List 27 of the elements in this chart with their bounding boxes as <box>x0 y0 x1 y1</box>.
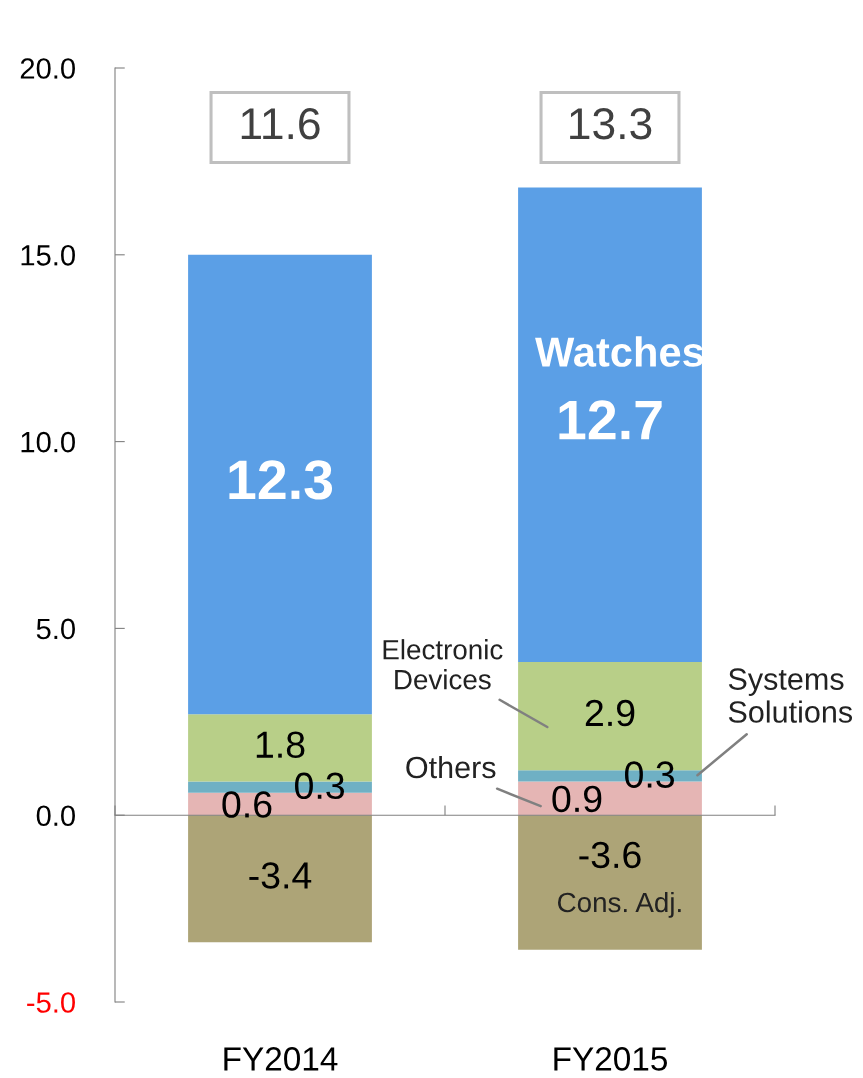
series-label: Electronic Devices <box>383 639 503 690</box>
data-label: 0.3 <box>625 761 675 788</box>
data-label: 1.8 <box>256 731 305 759</box>
total-label: 11.6 <box>241 108 320 140</box>
y-tick-label: -5.0 <box>27 992 75 1013</box>
total-label: 13.3 <box>570 108 652 140</box>
series-label: Watches <box>535 336 704 367</box>
data-label: -3.4 <box>249 862 312 889</box>
data-label: 0.9 <box>552 785 602 813</box>
y-tick-label: 15.0 <box>21 245 75 266</box>
series-label: Cons. Adj. <box>558 891 681 918</box>
x-tick-label: FY2014 <box>224 1047 338 1071</box>
bar <box>518 187 702 663</box>
y-tick-label: 20.0 <box>20 58 75 79</box>
data-label: 2.9 <box>585 699 635 727</box>
data-label: 0.6 <box>222 791 272 818</box>
data-label: -3.6 <box>579 841 641 869</box>
x-tick-label: FY2015 <box>554 1047 667 1071</box>
series-label: Systems Solutions <box>728 668 853 723</box>
bar <box>518 815 702 950</box>
bar <box>188 254 372 715</box>
y-tick-label: 0.0 <box>36 805 75 827</box>
y-tick-label: 10.0 <box>21 431 75 453</box>
y-tick-label: 5.0 <box>36 618 75 640</box>
series-label: Others <box>406 755 496 779</box>
data-label: 12.7 <box>559 400 662 440</box>
data-label: 12.3 <box>229 460 333 500</box>
